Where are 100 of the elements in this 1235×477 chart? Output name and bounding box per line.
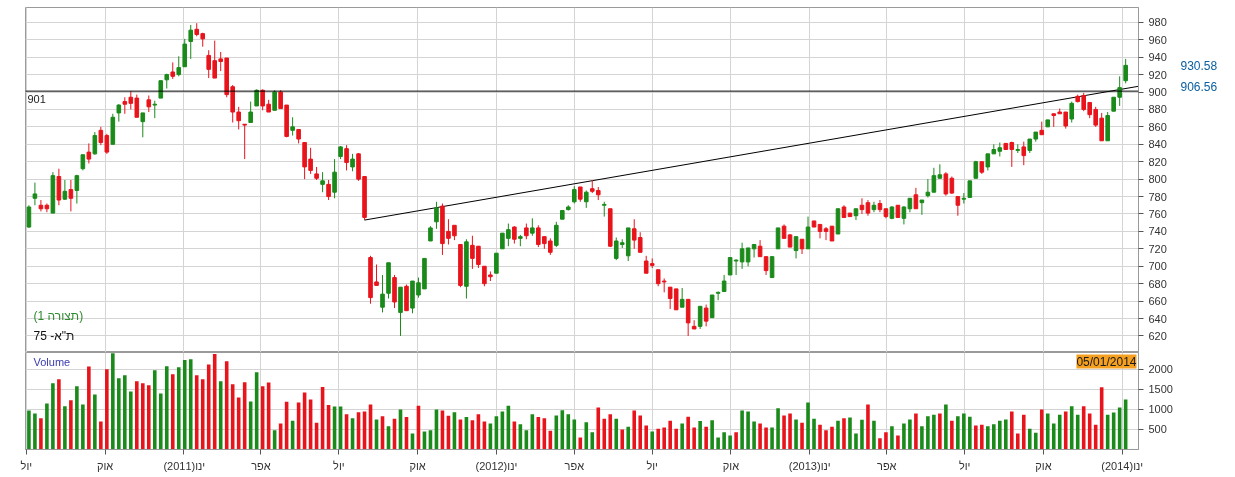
bar <box>39 418 43 450</box>
bar <box>135 381 139 450</box>
bar <box>152 370 157 450</box>
bar <box>884 432 888 450</box>
bar <box>794 419 798 450</box>
bar <box>902 423 906 450</box>
y-tick-label: 680 <box>1148 277 1167 290</box>
candlestick <box>703 304 709 327</box>
bar <box>590 432 595 450</box>
bar <box>33 413 37 450</box>
candlestick <box>913 187 919 210</box>
bar <box>572 419 577 450</box>
bar <box>206 364 211 450</box>
y-tick-label: 740 <box>1148 225 1167 238</box>
bar <box>800 422 804 450</box>
bar <box>686 416 690 450</box>
bar <box>63 406 67 450</box>
y-tick-label: 720 <box>1148 242 1167 255</box>
bar <box>944 404 948 450</box>
bar <box>752 421 756 450</box>
bar <box>81 404 85 450</box>
candlestick <box>188 24 194 60</box>
candlestick <box>434 201 439 230</box>
bar <box>890 426 894 450</box>
bar <box>1063 411 1068 450</box>
y-tick-label: 940 <box>1148 51 1167 64</box>
y-tick-label: 840 <box>1148 138 1167 151</box>
candlestick <box>961 192 967 205</box>
bar <box>854 433 858 450</box>
bar <box>1015 433 1020 450</box>
bar <box>1027 428 1032 450</box>
candlestick <box>925 178 931 198</box>
x-tick-label: יול <box>958 459 971 472</box>
y-tick-label: 760 <box>1148 207 1167 220</box>
bar <box>182 360 187 450</box>
candlestick <box>56 168 62 206</box>
text: 930.58 <box>1180 58 1218 73</box>
bar <box>932 414 936 450</box>
candlestick <box>32 182 38 206</box>
candlestick <box>92 131 98 156</box>
bar <box>878 438 882 450</box>
bar <box>698 421 702 450</box>
bar <box>998 420 1002 450</box>
candlestick <box>1069 101 1075 123</box>
annotation: 05/01/2014 <box>1076 354 1137 369</box>
candlestick <box>290 116 295 137</box>
bar <box>962 413 966 450</box>
bar <box>818 424 822 450</box>
bar <box>968 416 972 450</box>
y-tick-label: 960 <box>1148 33 1167 46</box>
bar <box>674 428 678 450</box>
y-tick-label: 1000 <box>1148 403 1173 416</box>
bar <box>27 410 31 450</box>
candlestick <box>380 274 385 313</box>
bar <box>920 426 924 450</box>
bar <box>980 424 984 450</box>
y-tick-label: 780 <box>1148 190 1167 203</box>
x-tick-label: אוק <box>722 459 740 472</box>
bar <box>87 366 91 450</box>
bar <box>194 375 199 450</box>
x-tick-label: אוק <box>409 459 426 472</box>
bar <box>638 415 643 450</box>
chart-title: Volume <box>33 355 71 368</box>
bar <box>896 435 900 450</box>
bar <box>1021 414 1026 450</box>
bar <box>734 432 738 450</box>
x-tick-label: יול <box>20 459 33 472</box>
bar <box>188 359 193 450</box>
bar <box>824 430 828 450</box>
bar <box>1033 432 1038 450</box>
bar <box>51 383 55 450</box>
bar <box>1057 414 1062 450</box>
x-tick-label: יול <box>646 459 658 472</box>
bar <box>830 426 834 450</box>
candlestick <box>775 227 781 250</box>
candlestick <box>715 291 721 301</box>
bar <box>111 353 115 450</box>
bar <box>626 426 631 450</box>
y-tick-label: 1500 <box>1148 383 1173 396</box>
bar <box>105 369 109 450</box>
bar <box>710 420 714 450</box>
y-tick-label: 2000 <box>1148 363 1173 376</box>
bar <box>602 418 607 450</box>
bar <box>644 425 649 450</box>
bar <box>650 431 654 450</box>
bar <box>758 423 762 450</box>
bar <box>620 429 625 450</box>
bar <box>176 367 181 450</box>
bar <box>1051 423 1056 450</box>
bar <box>1081 406 1086 450</box>
candlestick <box>919 199 925 216</box>
candlestick <box>697 305 703 330</box>
candlestick <box>554 221 559 248</box>
candlestick <box>140 112 146 138</box>
bar <box>200 379 205 450</box>
bar <box>806 402 810 450</box>
bar <box>146 385 151 450</box>
bar <box>788 413 792 450</box>
bar <box>836 420 840 450</box>
candlestick <box>955 196 961 217</box>
